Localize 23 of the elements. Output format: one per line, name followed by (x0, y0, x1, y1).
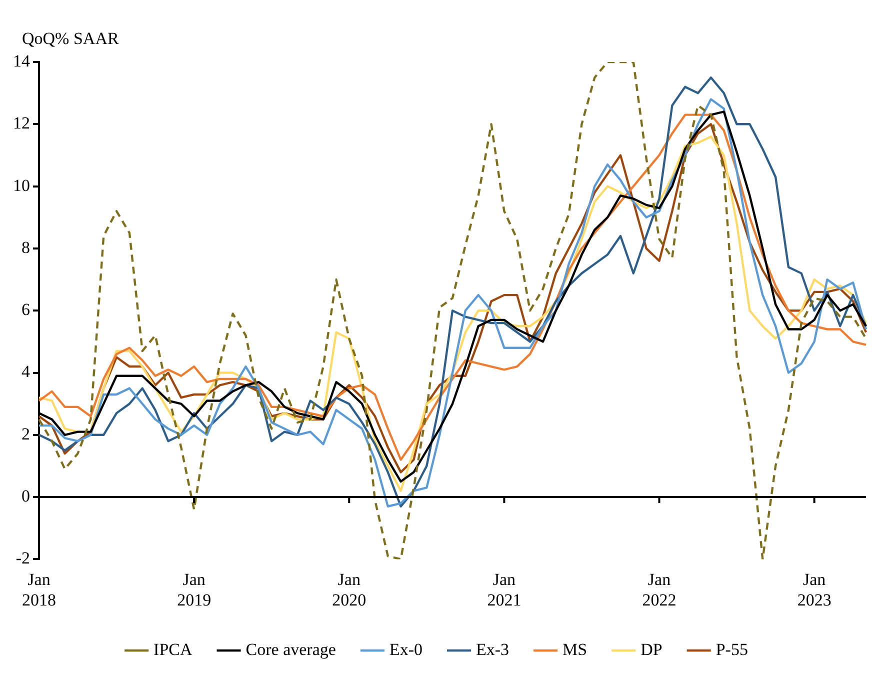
y-tick-label: 10 (13, 176, 30, 195)
y-tick-label: 8 (22, 238, 30, 257)
y-tick-label: 4 (22, 362, 30, 382)
legend-label: Ex-3 (476, 640, 510, 659)
legend-label: Core average (246, 640, 336, 659)
y-tick-label: 0 (22, 486, 30, 506)
legend-label: Ex-0 (389, 640, 422, 659)
x-tick-label: Jan 2018 (22, 570, 56, 610)
legend-label: DP (640, 640, 662, 659)
legend-label: MS (562, 640, 588, 659)
y-tick-label: 6 (22, 300, 30, 320)
x-tick-label: Jan 2023 (797, 570, 832, 610)
y-tick-label: 14 (13, 51, 30, 70)
y-axis-title: QoQ% SAAR (22, 28, 120, 48)
y-tick-label: 12 (13, 114, 30, 133)
x-tick-label: Jan 2020 (332, 570, 366, 610)
legend-label: P-55 (716, 640, 748, 659)
y-tick-label: -2 (16, 548, 30, 568)
x-tick-label: Jan 2022 (642, 570, 676, 610)
legend-label: IPCA (154, 640, 194, 659)
x-tick-label: Jan 2019 (177, 570, 212, 610)
x-tick-label: Jan 2021 (487, 570, 522, 610)
y-tick-label: 2 (22, 424, 30, 444)
